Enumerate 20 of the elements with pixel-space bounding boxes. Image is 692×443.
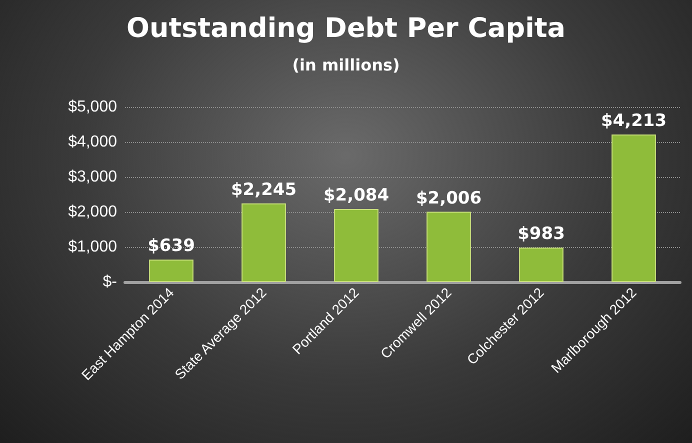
bar — [242, 203, 286, 282]
data-label: $4,213 — [600, 111, 667, 132]
data-label: $2,006 — [416, 188, 482, 208]
y-tick-label: $4,000 — [68, 134, 118, 150]
chart-title: Outstanding Debt Per Capita — [126, 13, 566, 44]
chart-subtitle: (in millions) — [292, 56, 400, 74]
bar — [334, 209, 378, 282]
y-tick-label: $1,000 — [68, 238, 118, 256]
data-label: $2,245 — [230, 180, 297, 200]
bar — [149, 260, 194, 282]
bar — [426, 212, 471, 282]
bar — [612, 134, 656, 282]
data-label: $983 — [518, 224, 565, 244]
y-tick-label: $- — [102, 274, 117, 290]
data-label: $639 — [148, 236, 195, 256]
data-label: $2,084 — [323, 186, 390, 206]
y-tick-label: $5,000 — [68, 98, 118, 116]
y-tick-label: $3,000 — [68, 168, 118, 186]
bar — [519, 248, 564, 282]
y-tick-label: $2,000 — [68, 204, 118, 220]
